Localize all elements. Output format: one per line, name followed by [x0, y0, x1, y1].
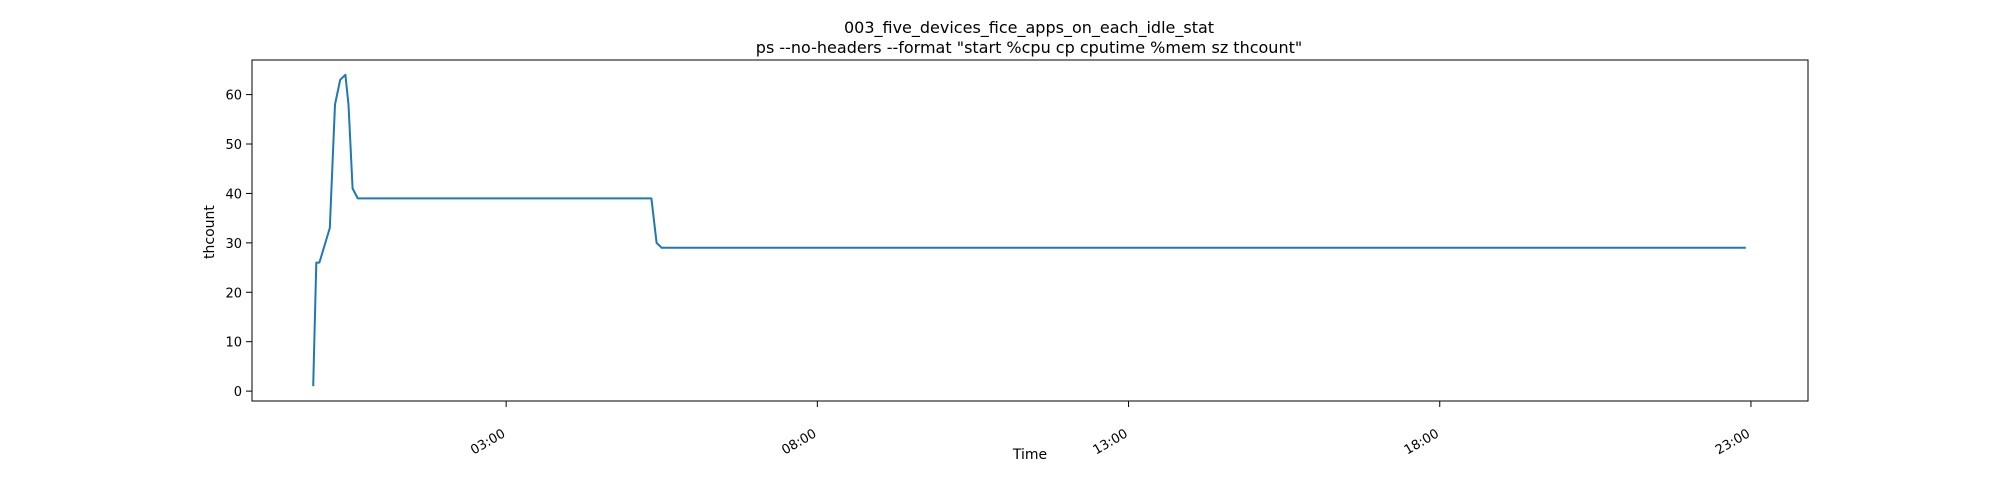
x-axis-ticks: 03:00 08:00 13:00 18:00 23:00 [468, 401, 1753, 458]
plot-frame [251, 59, 1809, 402]
y-tick-label: 60 [225, 89, 242, 104]
x-tick-label: 08:00 [779, 426, 819, 458]
series-line-thcount [312, 73, 1746, 387]
x-tick-label: 13:00 [1091, 426, 1131, 458]
x-tick-label: 03:00 [468, 426, 508, 458]
x-axis-label: Time [1012, 447, 1047, 463]
x-tick-label: 23:00 [1713, 426, 1753, 458]
y-tick-label: 40 [225, 187, 242, 202]
chart-subtitle: ps --no-headers --format "start %cpu cp … [756, 38, 1302, 57]
y-axis-ticks: 0 10 20 30 40 50 60 [225, 89, 252, 400]
y-tick-label: 20 [225, 286, 242, 301]
y-tick-label: 10 [225, 336, 242, 351]
y-tick-label: 50 [225, 138, 242, 153]
x-tick-label: 18:00 [1402, 426, 1442, 458]
y-axis-label: thcount [202, 205, 218, 259]
y-tick-label: 0 [234, 385, 242, 400]
y-tick-label: 30 [225, 237, 242, 252]
chart-title: 003_five_devices_fice_apps_on_each_idle_… [844, 18, 1214, 38]
